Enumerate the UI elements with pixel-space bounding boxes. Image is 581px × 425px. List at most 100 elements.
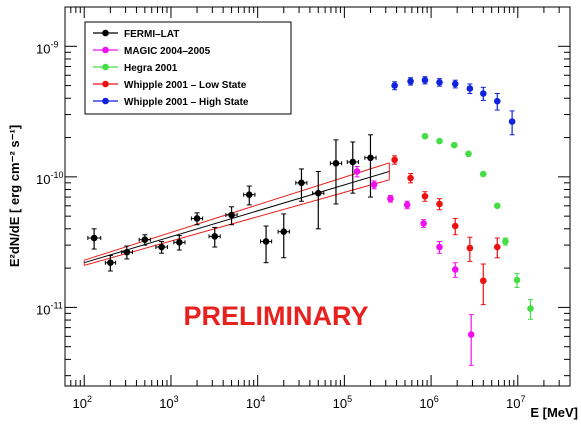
y-tick-label: 10-10 <box>36 170 63 187</box>
legend: FERMI–LAT MAGIC 2004–2005 Hegra 2001 Whippl… <box>84 21 292 115</box>
marker <box>228 211 235 219</box>
data-point <box>353 166 361 178</box>
marker <box>353 168 361 175</box>
marker <box>502 238 509 245</box>
plot-frame <box>64 6 571 387</box>
data-point <box>436 78 443 87</box>
marker <box>298 179 305 187</box>
data-point <box>420 219 427 228</box>
legend-marker <box>102 63 109 71</box>
marker <box>466 244 474 252</box>
data-point <box>329 139 343 205</box>
marker <box>403 201 411 209</box>
legend-item: Hegra 2001 <box>93 63 178 74</box>
marker <box>436 78 443 86</box>
marker <box>391 82 398 89</box>
marker <box>421 76 429 84</box>
data-point <box>508 110 516 136</box>
legend-item: Whipple 2001 – High State <box>93 97 249 108</box>
marker <box>245 191 253 198</box>
fit-band <box>83 162 390 266</box>
series-4 <box>391 76 516 136</box>
data-point <box>260 225 273 264</box>
marker <box>513 276 521 284</box>
data-point <box>421 76 429 85</box>
marker <box>262 238 270 245</box>
fit-band-upper <box>84 162 390 261</box>
data-point <box>138 234 151 246</box>
legend-item: MAGIC 2004–2005 <box>93 46 211 57</box>
data-point <box>173 235 186 251</box>
marker <box>436 243 443 251</box>
data-point <box>493 237 501 259</box>
fit-line <box>84 170 390 264</box>
x-tick-label: 103 <box>159 394 178 411</box>
marker <box>508 118 516 125</box>
series-3 <box>391 155 501 306</box>
marker <box>141 236 149 244</box>
marker <box>527 305 534 312</box>
data-point <box>421 191 429 202</box>
data-point <box>479 263 487 306</box>
data-point <box>87 228 102 250</box>
marker <box>493 97 501 105</box>
x-axis-title: E [MeV] <box>530 405 578 420</box>
data-point <box>391 155 398 165</box>
marker <box>387 195 394 203</box>
legend-label: FERMI–LAT <box>124 29 179 40</box>
marker <box>193 215 201 222</box>
series-2 <box>421 132 534 320</box>
marker <box>407 77 414 85</box>
x-tick-label: 102 <box>72 394 91 411</box>
marker <box>436 137 443 145</box>
y-axis-title: E²dN/dE [ erg cm⁻² s⁻¹] <box>7 125 22 267</box>
data-point <box>450 141 458 149</box>
axis-ticks: 102 103 104 105 106 107 10-11 10-10 10-9 <box>36 6 571 411</box>
data-point <box>243 185 256 206</box>
marker <box>479 277 487 285</box>
x-tick-label: 107 <box>506 394 525 411</box>
legend-box <box>84 21 292 115</box>
data-point <box>190 212 204 226</box>
marker <box>451 266 459 273</box>
data-point <box>155 240 168 254</box>
marker <box>493 243 501 251</box>
data-point <box>312 170 325 230</box>
marker <box>479 170 487 178</box>
marker <box>479 90 487 97</box>
data-point <box>208 226 221 248</box>
marker <box>450 141 458 149</box>
marker <box>280 228 288 236</box>
marker <box>465 150 472 158</box>
data-point <box>513 272 521 289</box>
marker <box>421 192 429 200</box>
data-point <box>421 132 429 140</box>
marker <box>467 331 475 338</box>
series-1 <box>353 166 475 366</box>
data-point <box>121 245 133 260</box>
legend-marker <box>102 97 109 105</box>
marker <box>123 248 131 256</box>
marker <box>367 154 374 162</box>
data-point <box>346 141 359 194</box>
marker <box>158 243 165 251</box>
data-point <box>436 240 443 254</box>
fit-band-lower <box>84 179 390 266</box>
data-point <box>295 168 308 202</box>
data-point <box>493 202 501 210</box>
data-point <box>466 236 474 262</box>
marker <box>370 181 378 189</box>
marker <box>391 156 398 164</box>
data-point <box>493 92 501 111</box>
x-tick-label: 106 <box>419 394 438 411</box>
data-point <box>479 86 487 101</box>
marker <box>451 80 459 88</box>
data-point <box>364 134 377 198</box>
data-point <box>370 180 378 190</box>
marker <box>176 239 183 246</box>
data-point <box>403 200 411 210</box>
legend-label: MAGIC 2004–2005 <box>124 46 211 57</box>
y-tick-label: 10-9 <box>36 39 58 56</box>
legend-marker <box>102 46 109 54</box>
legend-label: Hegra 2001 <box>124 63 178 74</box>
